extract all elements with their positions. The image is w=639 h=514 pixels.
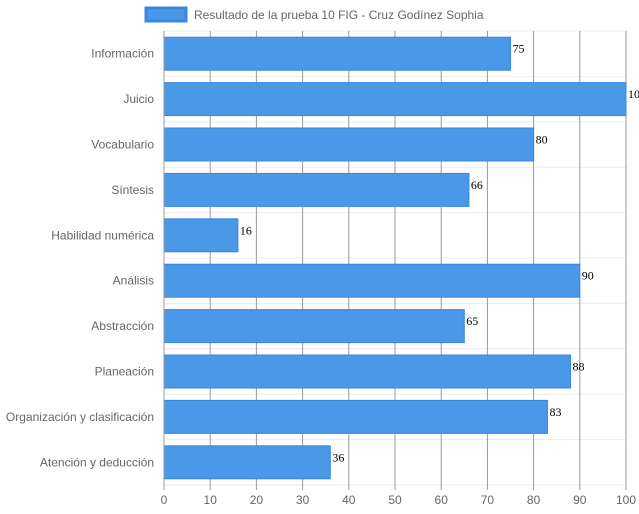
x-tick-label: 40 [342, 493, 356, 507]
bar-value-label: 75 [513, 42, 525, 56]
y-tick-label: Atención y deducción [40, 455, 154, 469]
bar[interactable] [163, 399, 548, 434]
legend-label: Resultado de la prueba 10 FIG - Cruz God… [194, 8, 484, 22]
bar-value-label: 66 [471, 178, 483, 192]
bar-value-label: 16 [240, 223, 252, 237]
y-tick-label: Síntesis [111, 183, 154, 197]
data-labels: 75 100 80 66 16 90 65 88 83 36 [240, 42, 639, 465]
bar[interactable] [163, 36, 511, 71]
y-tick-label: Abstracción [91, 319, 154, 333]
y-axis: Información Juicio Vocabulario Síntesis Habi… [6, 31, 165, 490]
bar[interactable] [163, 263, 581, 298]
x-tick-label: 20 [250, 493, 264, 507]
bar-value-label: 88 [573, 360, 585, 374]
x-tick-label: 80 [527, 493, 541, 507]
bar[interactable] [163, 172, 470, 207]
y-tick-label: Habilidad numérica [51, 228, 154, 242]
x-tick-label: 60 [435, 493, 449, 507]
bar-value-label: 100 [628, 87, 639, 101]
bar-value-label: 83 [549, 405, 561, 419]
bar-value-label: 80 [536, 133, 548, 147]
x-tick-label: 70 [481, 493, 495, 507]
bar[interactable] [163, 354, 572, 389]
bar[interactable] [163, 82, 627, 117]
x-tick-label: 50 [388, 493, 402, 507]
bar[interactable] [163, 309, 465, 344]
bar[interactable] [163, 445, 331, 480]
x-tick-label: 30 [296, 493, 310, 507]
x-tick-label: 100 [616, 493, 636, 507]
x-tick-label: 10 [204, 493, 218, 507]
bar[interactable] [163, 127, 535, 162]
x-tick-label: 90 [573, 493, 587, 507]
y-tick-label: Juicio [123, 92, 154, 106]
legend-swatch [144, 6, 188, 23]
bar-value-label: 90 [582, 269, 594, 283]
y-tick-label: Información [91, 47, 154, 61]
bar[interactable] [163, 218, 239, 253]
y-tick-label: Organización y clasificación [6, 410, 154, 424]
y-tick-label: Planeación [95, 365, 154, 379]
y-tick-label: Análisis [113, 274, 154, 288]
bar-value-label: 65 [466, 314, 478, 328]
bar-value-label: 36 [332, 450, 344, 464]
x-tick-label: 0 [161, 493, 168, 507]
x-axis: 0 10 20 30 40 50 60 70 80 90 100 [161, 485, 636, 507]
bars-group [163, 36, 627, 480]
legend[interactable]: Resultado de la prueba 10 FIG - Cruz God… [144, 6, 484, 23]
y-tick-label: Vocabulario [91, 138, 154, 152]
